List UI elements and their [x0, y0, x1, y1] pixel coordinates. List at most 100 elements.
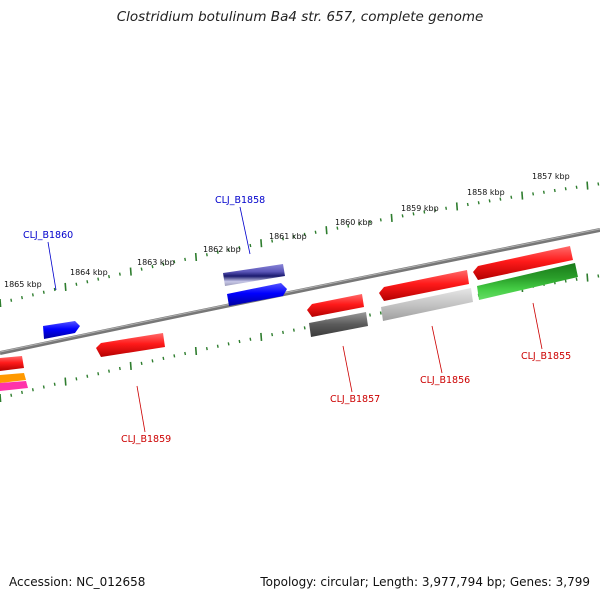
genome-backbone-highlight: [0, 228, 600, 353]
accession-text: Accession: NC_012658: [9, 575, 146, 589]
gene-label-b1855: CLJ_B1855: [521, 351, 571, 362]
outer-ring-tick: [0, 298, 2, 308]
outer-ring-tick: [575, 185, 578, 189]
scale-label-1863: 1863 kbp: [137, 258, 175, 267]
scale-label-1859: 1859 kbp: [401, 204, 439, 213]
outer-ring-tick: [423, 210, 426, 214]
outer-ring-tick: [249, 243, 252, 248]
inner-ring-tick: [216, 344, 219, 348]
inner-ring-tick: [75, 377, 78, 381]
gene-feature-b1857-red: [307, 294, 364, 317]
gene-feature-b1858: [227, 283, 287, 306]
gene-label-b1859: CLJ_B1859: [121, 434, 171, 445]
outer-ring-tick: [445, 206, 448, 210]
outer-ring-tick: [227, 248, 230, 252]
outer-ring-tick: [86, 280, 89, 284]
outer-ring-tick: [10, 298, 13, 302]
scale-label-1861: 1861 kbp: [269, 232, 307, 241]
outer-ring-tick: [597, 182, 600, 186]
outer-ring-tick: [97, 277, 100, 281]
inner-ring-tick: [31, 388, 34, 392]
inner-ring-tick: [586, 273, 589, 282]
inner-ring-tick: [292, 328, 295, 332]
outer-ring-tick: [162, 262, 165, 266]
outer-ring-tick: [347, 224, 350, 228]
outer-ring-tick: [542, 190, 545, 194]
outer-ring-tick: [282, 237, 284, 241]
gene-feature-b1855: [477, 263, 578, 300]
outer-ring-tick: [260, 239, 263, 248]
outer-ring-tick: [499, 197, 502, 201]
inner-ring-tick: [564, 279, 567, 283]
map-title: Clostridium botulinum Ba4 str. 657, comp…: [116, 9, 484, 25]
outer-ring-tick: [586, 181, 589, 190]
inner-ring-tick: [227, 342, 230, 346]
inner-ring-tick: [108, 369, 110, 373]
inner-ring-tick: [184, 351, 187, 356]
inner-ring-tick: [205, 346, 208, 351]
gene-feature-b1857: [309, 312, 368, 337]
leader-b1858: [239, 206, 251, 255]
outer-ring-tick: [271, 239, 274, 243]
outer-ring-tick: [238, 246, 241, 250]
outer-ring-tick: [205, 253, 208, 257]
outer-ring-tick: [369, 220, 371, 224]
outer-ring-tick: [303, 232, 306, 237]
outer-ring-tick: [129, 267, 132, 276]
gene-label-b1857: CLJ_B1857: [330, 394, 380, 405]
outer-ring-tick: [510, 195, 513, 199]
outer-ring-tick: [64, 282, 67, 291]
scale-label-1864: 1864 kbp: [70, 268, 108, 277]
outer-ring-tick: [140, 267, 143, 271]
outer-ring-tick: [173, 260, 176, 264]
scale-label-1857: 1857 kbp: [532, 172, 570, 181]
outer-ring-tick: [31, 293, 34, 297]
outer-ring-tick: [521, 191, 524, 200]
outer-ring-tick: [216, 250, 219, 254]
outer-ring-tick: [488, 199, 491, 203]
gene-feature-partial-red: [0, 356, 24, 371]
scale-label-1865: 1865 kbp: [4, 280, 42, 289]
inner-ring-tick: [238, 339, 241, 344]
leader-b1859: [136, 385, 146, 433]
gene-feature-b1860: [43, 321, 80, 339]
outer-ring-tick: [325, 226, 328, 235]
inner-ring-tick: [42, 385, 45, 389]
scale-label-1862: 1862 kbp: [203, 245, 241, 254]
inner-ring-tick: [21, 390, 23, 395]
outer-ring-tick: [379, 218, 382, 222]
outer-ring-tick: [466, 202, 469, 207]
inner-ring-tick: [194, 346, 198, 356]
gene-feature-b1856: [381, 288, 473, 321]
outer-ring-tick: [390, 213, 393, 222]
outer-ring-tick: [553, 188, 556, 193]
gene-features: [0, 246, 578, 391]
outer-ring-tick: [194, 252, 198, 262]
scale-label-1858: 1858 kbp: [467, 188, 505, 197]
outer-ring-tick: [118, 272, 121, 276]
outer-ring-tick: [108, 274, 110, 279]
gene-labels: CLJ_B1860 CLJ_B1858 CLJ_B1859 CLJ_B1857 …: [23, 195, 571, 445]
outer-ring-tick: [184, 257, 187, 262]
label-leader-lines: [47, 206, 543, 433]
inner-ring-tick: [303, 326, 306, 330]
inner-ring-tick: [151, 359, 154, 363]
gene-feature-partial-orange: [0, 373, 26, 383]
inner-ring-tick: [97, 372, 100, 376]
inner-ring-tick: [282, 330, 284, 335]
leader-b1855: [532, 302, 543, 350]
inner-ring-tick: [64, 377, 67, 386]
outer-ring-tick: [434, 208, 437, 212]
inner-ring-tick: [53, 382, 56, 386]
gene-label-b1858: CLJ_B1858: [215, 195, 265, 206]
outer-ring-tick: [455, 202, 459, 211]
leader-b1856: [431, 325, 443, 374]
gene-label-b1860: CLJ_B1860: [23, 230, 73, 241]
genome-backbone: [0, 228, 600, 355]
inner-ring-tick: [271, 332, 274, 337]
inner-ring-tick: [118, 366, 121, 371]
outer-ring-tick: [314, 230, 317, 234]
gene-feature-b1856-red: [379, 270, 469, 301]
gene-feature-partial-pink: [0, 381, 28, 391]
